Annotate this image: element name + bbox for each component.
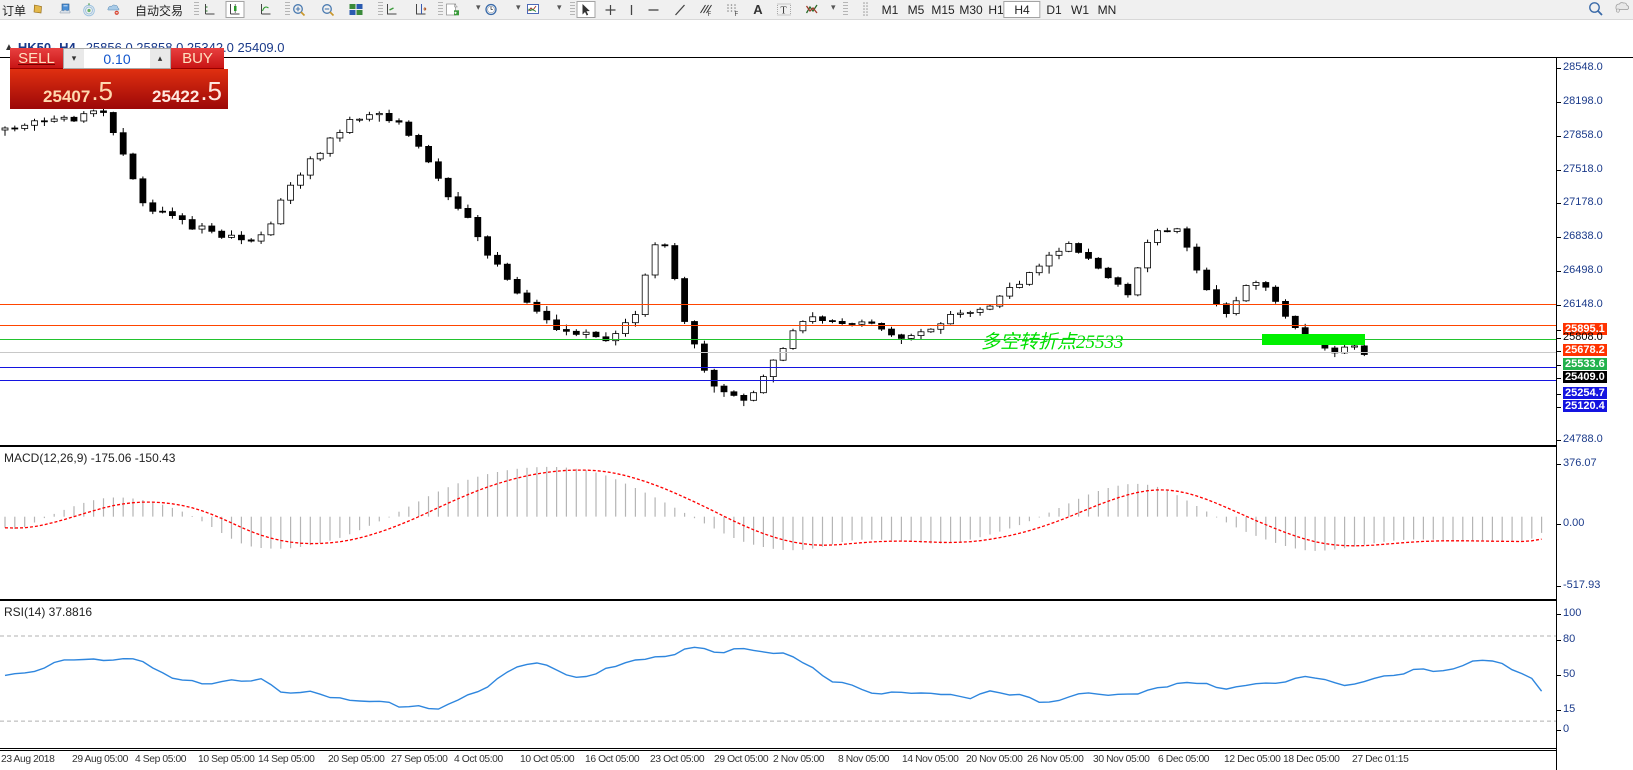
- svg-text:F: F: [707, 12, 711, 17]
- svg-text:T: T: [780, 5, 786, 16]
- svg-text:F: F: [734, 12, 738, 17]
